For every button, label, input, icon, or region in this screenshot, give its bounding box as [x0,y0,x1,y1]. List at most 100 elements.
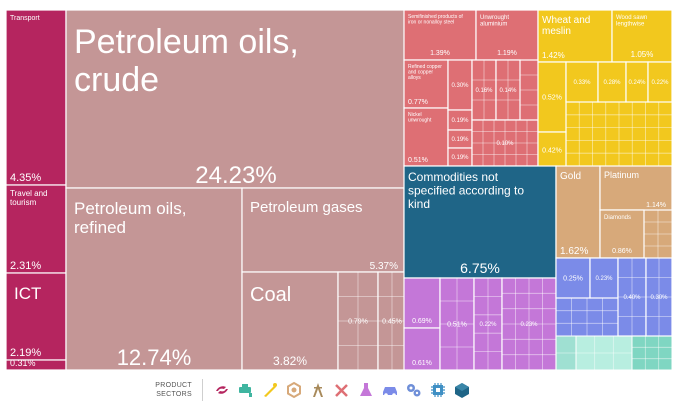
tile-value: 0.77% [408,99,428,106]
treemap: Transport 4.35% Travel and tourism 2.31% ICT 2… [5,9,673,371]
treemap-tile[interactable]: Petroleum oils, crude 24.23% [65,9,407,189]
tile-value: 1.05% [631,50,654,59]
tile-value: 1.39% [430,50,450,57]
tile-value: 0.19% [451,118,469,124]
tile-rect [241,271,339,371]
tile-rect [599,209,645,259]
tile-label: Wood sawn lengthwise [616,15,647,28]
treemap-tile[interactable]: Coal 3.82% [241,271,339,371]
tile-value: 2.19% [10,347,41,359]
treemap-tile[interactable]: Wheat and meslin 1.42% [537,9,613,63]
tile-rect [537,9,613,63]
product-sectors-legend: PRODUCT SECTORS [150,374,471,406]
tile-value: 4.35% [10,172,41,184]
minor-tile [631,335,673,371]
treemap-tile[interactable]: 0.52% [537,61,567,133]
tile-value: 0.23% [520,322,538,328]
treemap-tile[interactable]: 0.61% [403,327,441,371]
treemap-tile[interactable]: Petroleum oils, refined 12.74% [65,187,243,371]
minerals-icon[interactable] [309,381,327,399]
tile-value: 0.19% [451,137,469,143]
treemap-tile[interactable]: Wood sawn lengthwise 1.05% [611,9,673,63]
tile-value: 0.28% [603,80,621,86]
treemap-tile[interactable]: 0.79% [337,271,379,371]
tile-value: 0.42% [542,147,562,154]
treemap-tile[interactable]: 0.23% [501,277,557,371]
tile-label: Diamonds [604,215,631,221]
tile-rect [403,277,441,329]
vehicles-icon[interactable] [381,381,399,399]
treemap-tile[interactable]: 0.22% [473,277,503,371]
tile-value: 0.22% [479,322,497,328]
treemap-tile[interactable]: 0.23% [589,257,619,299]
services-icon[interactable] [213,381,231,399]
treemap-tile[interactable]: 0.40% [617,257,647,337]
tile-value: 0.22% [651,80,669,86]
treemap-tile[interactable]: 0.33% [565,61,599,103]
tile-value: 0.52% [542,94,562,101]
treemap-tile[interactable]: 0.51% [439,277,475,371]
tile-rect [647,61,673,103]
minor-tile-group [565,101,673,167]
tile-value: 0.79% [348,318,368,325]
tile-rect [537,131,567,169]
agriculture-icon[interactable] [261,381,279,399]
metals-icon[interactable] [333,381,351,399]
treemap-tile[interactable]: Commodities not specified according to kin… [403,165,557,279]
treemap-tile[interactable]: 0.10% [471,119,539,167]
tile-value: 0.69% [412,318,432,325]
tile-value: 0.51% [408,157,428,164]
tile-value: 0.23% [595,276,613,282]
treemap-tile[interactable]: 0.28% [597,61,627,103]
treemap-tile[interactable]: 0.25% [555,257,591,299]
tile-label: Coal [250,284,291,306]
treemap-tile[interactable]: 0.69% [403,277,441,329]
treemap-tile[interactable]: 0.19% [447,129,473,149]
tile-rect [565,61,599,103]
machinery-icon[interactable] [405,381,423,399]
tile-label: Refined copper and copper alloys [408,64,442,81]
treemap-tile[interactable]: 0.19% [447,147,473,167]
treemap-tile[interactable]: 0.22% [647,61,673,103]
treemap-tile[interactable]: 0.42% [537,131,567,169]
tile-value: 0.19% [451,155,469,161]
treemap-tile[interactable]: Nickel unwrought 0.51% [403,107,449,167]
stone-icon[interactable] [285,381,303,399]
treemap-tile[interactable]: 0.45% [377,271,407,371]
tile-value: 0.16% [475,88,493,94]
tile-value: 0.25% [563,275,583,282]
tile-label: ICT [14,284,41,303]
chemicals-icon[interactable] [357,381,375,399]
treemap-tile[interactable]: 0.30% [645,257,673,337]
treemap-tile[interactable]: ICT 2.19% [5,272,67,361]
minor-tile-group [555,335,577,371]
treemap-tile[interactable]: 0.31% [5,358,67,371]
legend-divider [202,379,203,401]
tile-value: 12.74% [117,345,192,370]
tile-rect [403,327,441,371]
treemap-tile[interactable]: Unwrought aluminium 1.19% [475,9,539,61]
tile-rect [403,9,477,61]
treemap-tile[interactable]: Gold 1.62% [555,165,601,259]
tile-rect [599,165,673,211]
treemap-tile[interactable]: Platinum 1.14% [599,165,673,211]
treemap-tile[interactable]: 0.19% [447,109,473,131]
treemap-tile[interactable]: Petroleum gases 5.37% [241,187,405,273]
tile-label: Petroleum oils, crude [74,23,299,99]
other-icon[interactable] [453,381,471,399]
treemap-tile[interactable]: Refined copper and copper alloys 0.77% [403,59,449,109]
treemap-tile[interactable]: Semifinished products of iron or nonalloy… [403,9,477,61]
treemap-tile[interactable]: 0.30% [447,59,473,111]
tile-value: 2.31% [10,260,41,272]
textiles-icon[interactable] [237,381,255,399]
tile-value: 24.23% [195,162,276,189]
treemap-tile[interactable]: Transport 4.35% [5,9,67,186]
treemap-tile[interactable]: 0.24% [625,61,649,103]
treemap-tile[interactable]: Travel and tourism 2.31% [5,184,67,274]
tile-value: 3.82% [273,354,307,368]
treemap-tile[interactable]: 0.14% [495,59,521,121]
tile-rect [589,257,619,299]
treemap-tile[interactable]: 0.16% [471,59,497,121]
electronics-icon[interactable] [429,381,447,399]
treemap-tile[interactable]: Diamonds 0.86% [599,209,645,259]
